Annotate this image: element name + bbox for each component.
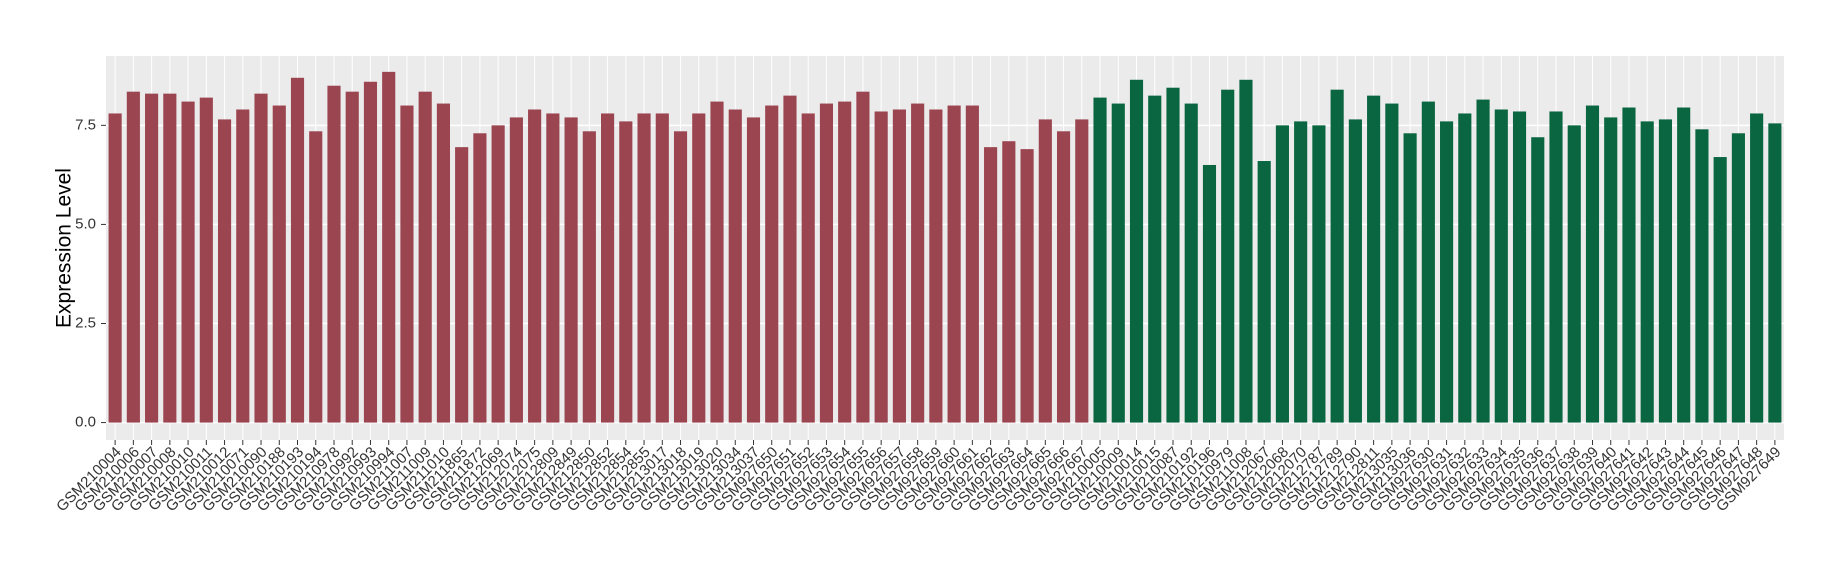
bar — [1677, 107, 1691, 423]
bar — [1640, 121, 1654, 423]
bar — [1512, 111, 1527, 423]
bar — [582, 131, 596, 423]
bar — [710, 101, 724, 423]
bar — [1093, 97, 1107, 423]
bar — [728, 109, 742, 423]
bar — [965, 105, 979, 423]
bar — [1585, 105, 1600, 423]
bar — [108, 113, 122, 423]
bar — [801, 113, 815, 423]
bar — [1768, 123, 1782, 423]
bar — [692, 113, 706, 423]
y-tick-label: 0.0 — [75, 414, 96, 431]
bar — [1275, 125, 1289, 423]
bar — [546, 113, 560, 423]
bar — [783, 95, 797, 423]
bar — [1731, 133, 1745, 423]
bar — [564, 117, 578, 423]
y-tick-label: 5.0 — [75, 215, 96, 232]
bar — [1020, 149, 1034, 423]
bar — [1713, 157, 1727, 423]
bar — [1604, 117, 1618, 423]
bar — [984, 147, 998, 423]
bar — [1129, 79, 1144, 423]
bar — [1294, 121, 1308, 423]
bar — [1257, 161, 1271, 423]
bar — [637, 113, 651, 423]
bar — [601, 113, 615, 423]
bar — [1695, 129, 1709, 423]
bar — [163, 93, 177, 423]
bar — [1002, 141, 1016, 423]
bar — [1239, 79, 1253, 423]
bar — [874, 111, 888, 423]
bar — [418, 91, 432, 423]
bar — [363, 81, 378, 423]
bar — [126, 91, 140, 423]
bar — [673, 131, 688, 423]
bar — [1421, 101, 1435, 423]
bar — [1567, 125, 1581, 423]
bar — [1367, 95, 1381, 423]
bar — [309, 131, 323, 423]
bar — [838, 101, 852, 423]
bar — [1184, 103, 1198, 423]
bar — [619, 121, 633, 423]
bar — [1038, 119, 1052, 423]
bar — [1531, 137, 1545, 423]
bar — [746, 117, 761, 423]
bar — [1148, 95, 1162, 423]
bar — [856, 91, 870, 423]
bar — [400, 105, 414, 423]
bar — [1166, 87, 1180, 423]
bar — [528, 109, 542, 423]
bar — [254, 93, 268, 423]
bar — [455, 147, 469, 423]
bar — [1403, 133, 1417, 423]
bar — [1750, 113, 1764, 423]
bar — [473, 133, 487, 423]
bar — [272, 105, 286, 423]
bar — [509, 117, 523, 423]
y-tick-label: 7.5 — [75, 116, 96, 133]
bar — [1111, 103, 1125, 423]
bar — [1476, 99, 1490, 423]
bar — [290, 77, 305, 423]
y-axis-label: Expression Level — [53, 168, 76, 328]
bar — [929, 109, 943, 423]
bar — [765, 105, 779, 423]
bar — [1202, 164, 1217, 423]
bar — [655, 113, 669, 423]
bar — [1221, 89, 1235, 423]
bar — [1385, 103, 1399, 423]
bar — [345, 91, 359, 423]
bar — [1549, 111, 1563, 423]
bar — [1458, 113, 1472, 423]
bar — [217, 119, 232, 423]
bar — [436, 103, 450, 423]
bar — [491, 125, 505, 423]
bar — [145, 93, 159, 423]
bar — [1330, 89, 1344, 423]
y-tick-label: 2.5 — [75, 314, 96, 331]
bar — [1440, 121, 1454, 423]
bar — [892, 109, 906, 423]
bar — [1348, 119, 1362, 423]
bar — [1312, 125, 1326, 423]
bar — [947, 105, 961, 423]
bar — [1056, 131, 1071, 423]
bar — [1075, 119, 1089, 423]
bar — [1658, 119, 1673, 423]
bar — [236, 109, 250, 423]
bar — [327, 85, 341, 423]
bar — [1622, 107, 1636, 423]
bar — [181, 101, 195, 423]
bar — [199, 97, 213, 423]
bar — [1494, 109, 1508, 423]
bar — [911, 103, 925, 423]
bar — [819, 103, 834, 423]
bar — [382, 71, 396, 423]
